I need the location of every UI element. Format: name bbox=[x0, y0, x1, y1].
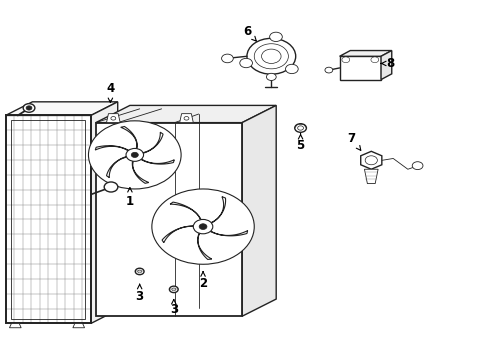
Circle shape bbox=[169, 286, 178, 293]
Circle shape bbox=[152, 189, 254, 264]
Polygon shape bbox=[121, 126, 137, 149]
Circle shape bbox=[285, 64, 298, 73]
Text: 1: 1 bbox=[125, 188, 134, 208]
Circle shape bbox=[221, 54, 233, 63]
Polygon shape bbox=[143, 132, 163, 153]
Polygon shape bbox=[339, 50, 391, 56]
Circle shape bbox=[341, 57, 349, 63]
Polygon shape bbox=[242, 105, 276, 316]
Circle shape bbox=[171, 288, 175, 291]
Text: 5: 5 bbox=[296, 134, 304, 152]
Text: 3: 3 bbox=[169, 300, 178, 316]
Circle shape bbox=[183, 117, 188, 120]
Text: 3: 3 bbox=[135, 284, 143, 303]
Circle shape bbox=[297, 126, 303, 130]
Polygon shape bbox=[141, 159, 174, 164]
Polygon shape bbox=[95, 146, 128, 150]
Polygon shape bbox=[73, 323, 84, 328]
Circle shape bbox=[23, 104, 35, 112]
Polygon shape bbox=[170, 202, 201, 220]
Polygon shape bbox=[211, 197, 225, 223]
Polygon shape bbox=[132, 161, 148, 183]
Polygon shape bbox=[106, 157, 126, 177]
Polygon shape bbox=[96, 123, 242, 316]
Circle shape bbox=[325, 67, 332, 73]
Circle shape bbox=[138, 270, 142, 273]
Circle shape bbox=[266, 73, 276, 81]
Polygon shape bbox=[96, 105, 276, 123]
Circle shape bbox=[246, 39, 295, 74]
Circle shape bbox=[199, 224, 206, 229]
Polygon shape bbox=[162, 226, 193, 243]
Circle shape bbox=[411, 162, 422, 170]
Circle shape bbox=[111, 117, 116, 120]
Circle shape bbox=[133, 147, 170, 174]
Polygon shape bbox=[380, 50, 391, 80]
Circle shape bbox=[131, 152, 138, 157]
Polygon shape bbox=[9, 323, 21, 328]
Polygon shape bbox=[210, 231, 247, 236]
Circle shape bbox=[26, 106, 32, 110]
Polygon shape bbox=[364, 169, 377, 184]
Polygon shape bbox=[5, 102, 118, 116]
Circle shape bbox=[126, 148, 143, 161]
Circle shape bbox=[193, 220, 212, 234]
Circle shape bbox=[239, 58, 252, 68]
Text: 7: 7 bbox=[347, 132, 360, 150]
Circle shape bbox=[193, 217, 237, 249]
Polygon shape bbox=[179, 114, 193, 123]
Circle shape bbox=[141, 152, 163, 168]
Circle shape bbox=[370, 57, 378, 63]
Circle shape bbox=[269, 32, 282, 41]
Circle shape bbox=[261, 49, 281, 63]
Circle shape bbox=[135, 268, 144, 275]
Circle shape bbox=[254, 44, 288, 69]
Text: 2: 2 bbox=[199, 271, 207, 291]
Circle shape bbox=[88, 121, 181, 189]
Text: 8: 8 bbox=[380, 57, 394, 70]
Circle shape bbox=[365, 156, 377, 165]
Polygon shape bbox=[91, 102, 118, 323]
Polygon shape bbox=[360, 151, 381, 169]
Circle shape bbox=[294, 124, 306, 132]
Text: 4: 4 bbox=[106, 82, 114, 103]
Text: 6: 6 bbox=[243, 25, 256, 41]
Circle shape bbox=[203, 224, 227, 242]
Circle shape bbox=[104, 182, 118, 192]
Polygon shape bbox=[106, 114, 120, 123]
Polygon shape bbox=[339, 56, 380, 80]
Polygon shape bbox=[197, 233, 211, 260]
